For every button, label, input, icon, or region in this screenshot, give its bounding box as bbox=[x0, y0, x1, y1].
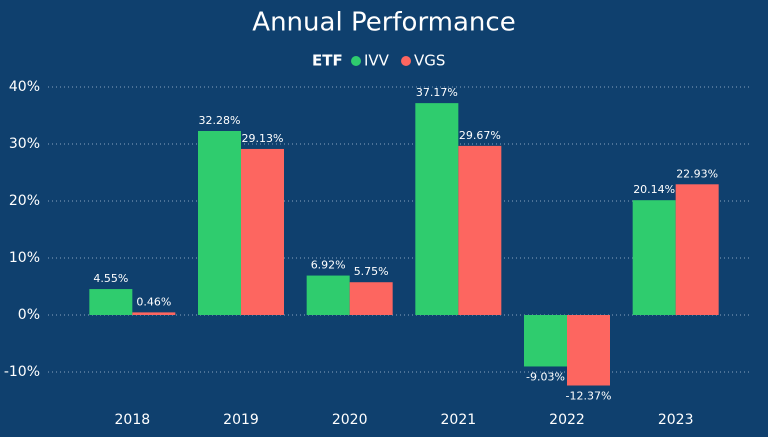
bar bbox=[306, 275, 350, 315]
data-label: 22.93% bbox=[676, 167, 718, 180]
x-tick-label: 2022 bbox=[549, 412, 585, 428]
x-tick-label: 2021 bbox=[441, 412, 477, 428]
data-label: 6.92% bbox=[311, 259, 346, 272]
bar bbox=[132, 312, 176, 315]
bar bbox=[524, 315, 567, 367]
legend: ETF IVV VGS bbox=[312, 52, 445, 70]
data-label: 32.28% bbox=[199, 114, 241, 127]
bar bbox=[632, 200, 676, 315]
data-label: 37.17% bbox=[416, 86, 458, 99]
data-label: 29.13% bbox=[242, 132, 284, 145]
legend-label: VGS bbox=[414, 52, 445, 70]
bar bbox=[241, 148, 284, 315]
legend-marker bbox=[401, 56, 411, 66]
data-label: -12.37% bbox=[566, 390, 612, 403]
y-tick-label: 40% bbox=[9, 79, 40, 95]
y-tick-label: 0% bbox=[18, 307, 40, 323]
bar bbox=[89, 289, 133, 315]
bar bbox=[675, 184, 719, 315]
x-tick-label: 2019 bbox=[223, 412, 259, 428]
bar bbox=[349, 282, 393, 315]
y-tick-label: 20% bbox=[9, 193, 40, 209]
x-tick-label: 2018 bbox=[115, 412, 151, 428]
y-tick-label: 10% bbox=[9, 250, 40, 266]
data-label: 4.55% bbox=[93, 272, 128, 285]
y-tick-label: -10% bbox=[4, 364, 40, 380]
legend-title: ETF bbox=[312, 52, 343, 70]
legend-marker bbox=[351, 56, 361, 66]
data-label: 0.46% bbox=[136, 295, 171, 308]
legend-label: IVV bbox=[364, 52, 390, 70]
bar bbox=[458, 145, 502, 315]
data-label: -9.03% bbox=[526, 370, 565, 383]
x-tick-label: 2020 bbox=[332, 412, 368, 428]
data-label: 29.67% bbox=[459, 129, 501, 142]
bar bbox=[567, 315, 610, 386]
x-tick-label: 2023 bbox=[658, 412, 694, 428]
data-label: 20.14% bbox=[633, 183, 675, 196]
bar bbox=[415, 103, 459, 315]
y-tick-label: 30% bbox=[9, 136, 40, 152]
bar bbox=[198, 131, 241, 315]
data-label: 5.75% bbox=[354, 265, 389, 278]
chart-title: Annual Performance bbox=[252, 8, 515, 38]
